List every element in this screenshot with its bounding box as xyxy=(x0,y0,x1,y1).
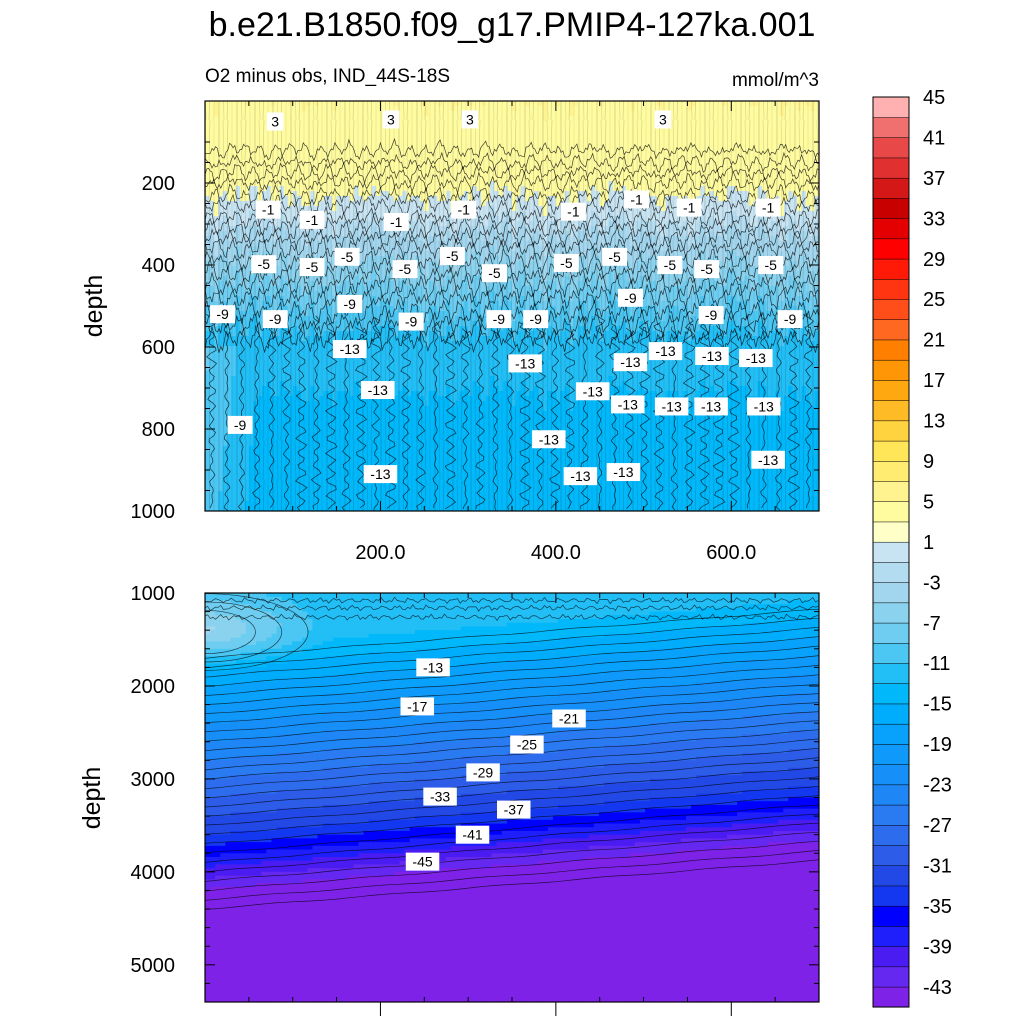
units-label: mmol/m^3 xyxy=(732,70,819,91)
chart-subtitle: O2 minus obs, IND_44S-18S xyxy=(205,66,450,87)
chart-title: b.e21.B1850.f09_g17.PMIP4-127ka.001 xyxy=(209,6,816,44)
